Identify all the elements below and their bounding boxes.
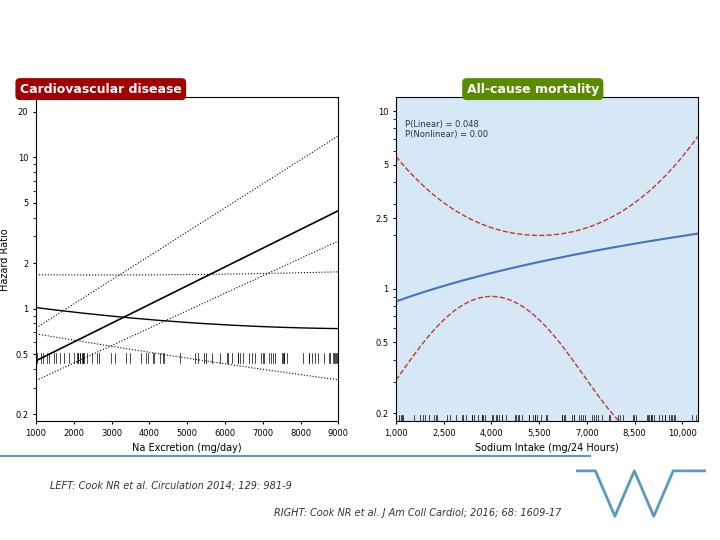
- Text: All-cause mortality: All-cause mortality: [467, 83, 599, 96]
- X-axis label: Na Excretion (mg/day): Na Excretion (mg/day): [132, 443, 242, 454]
- Text: P(Linear) = 0.048
P(Nonlinear) = 0.00: P(Linear) = 0.048 P(Nonlinear) = 0.00: [405, 120, 488, 139]
- Text: Cardiovascular disease: Cardiovascular disease: [20, 83, 181, 96]
- X-axis label: Sodium Intake (mg/24 Hours): Sodium Intake (mg/24 Hours): [475, 443, 619, 454]
- Y-axis label: Hazard Ratio: Hazard Ratio: [0, 228, 9, 291]
- Text: RIGHT: Cook NR et al. J Am Coll Cardiol; 2016; 68: 1609-17: RIGHT: Cook NR et al. J Am Coll Cardiol;…: [274, 508, 561, 518]
- Text: LEFT: Cook NR et al. Circulation 2014; 129: 981-9: LEFT: Cook NR et al. Circulation 2014; 1…: [50, 481, 292, 491]
- Text: 'Graded' and 'linear' association between salt intake and outcomes: 'Graded' and 'linear' association betwee…: [14, 23, 694, 42]
